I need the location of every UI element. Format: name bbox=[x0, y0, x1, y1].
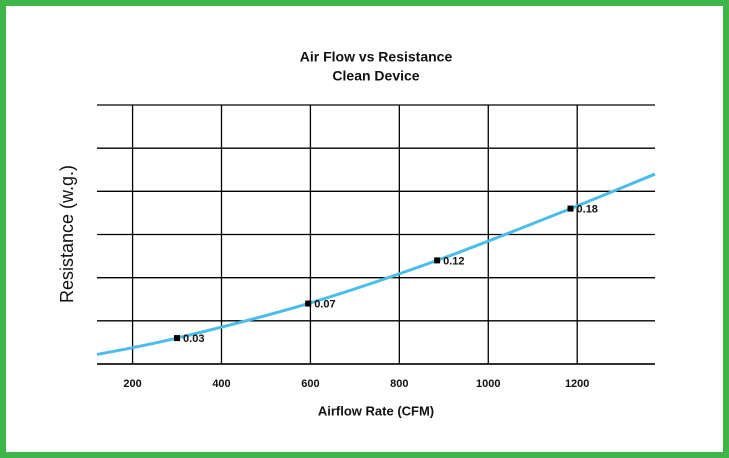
data-point bbox=[305, 300, 312, 307]
data-point bbox=[567, 205, 574, 212]
data-label: 0.12 bbox=[443, 255, 464, 267]
chart-title: Air Flow vs Resistance bbox=[300, 49, 453, 65]
x-tick-label: 600 bbox=[301, 378, 319, 390]
x-axis-label: Airflow Rate (CFM) bbox=[318, 403, 434, 418]
data-label: 0.18 bbox=[577, 204, 598, 216]
data-label: 0.07 bbox=[314, 298, 335, 310]
x-tick-label: 1000 bbox=[476, 378, 500, 390]
x-tick-label: 200 bbox=[123, 378, 141, 390]
x-tick-label: 800 bbox=[390, 378, 408, 390]
chart-subtitle: Clean Device bbox=[332, 68, 419, 84]
data-point bbox=[174, 335, 181, 342]
data-label: 0.03 bbox=[183, 333, 204, 345]
y-axis-label: Resistance (w.g.) bbox=[57, 165, 77, 303]
x-tick-label: 400 bbox=[212, 378, 230, 390]
data-point bbox=[434, 257, 441, 264]
x-tick-label: 1200 bbox=[565, 378, 589, 390]
